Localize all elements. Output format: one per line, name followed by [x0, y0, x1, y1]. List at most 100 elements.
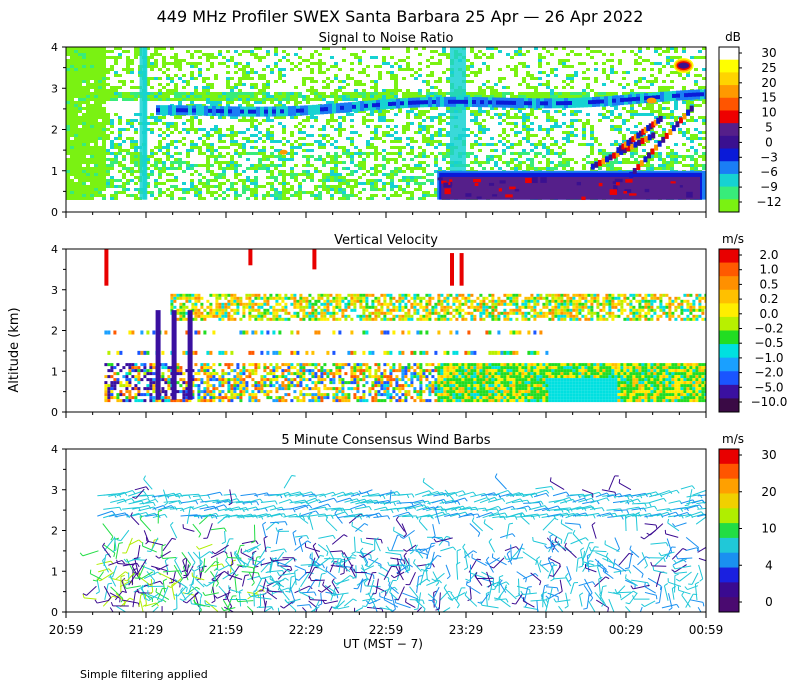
- snr-cell: [98, 140, 102, 143]
- snr-cell: [214, 122, 218, 125]
- snr-cell: [274, 119, 278, 122]
- snr-cell: [94, 197, 98, 200]
- snr-cell: [474, 116, 478, 119]
- snr-cell: [354, 152, 358, 155]
- snr-cell: [82, 62, 86, 65]
- snr-cell: [330, 149, 334, 152]
- snr-cell: [130, 134, 134, 137]
- snr-cell: [506, 86, 510, 89]
- snr-cell: [262, 77, 266, 80]
- snr-cell: [210, 116, 214, 119]
- snr-cell: [266, 140, 270, 143]
- snr-cell: [446, 80, 450, 83]
- snr-cell: [510, 137, 514, 140]
- snr-cell: [374, 155, 378, 158]
- snr-cell: [306, 182, 310, 185]
- snr-cell: [318, 191, 322, 194]
- snr-cell: [526, 164, 530, 167]
- snr-cell: [410, 125, 414, 128]
- snr-cell: [314, 95, 318, 98]
- snr-cell: [422, 167, 426, 170]
- snr-cell: [286, 101, 290, 104]
- snr-cell: [150, 137, 154, 140]
- snr-cell: [334, 146, 338, 149]
- snr-cell: [70, 149, 74, 152]
- snr-cell: [470, 158, 474, 161]
- snr-cell: [346, 122, 350, 125]
- snr-cell: [126, 116, 130, 119]
- snr-cell: [106, 95, 110, 98]
- snr-cell: [394, 128, 398, 131]
- snr-cell: [150, 116, 154, 119]
- snr-cell: [346, 128, 350, 131]
- snr-cell: [266, 104, 270, 107]
- snr-cell: [382, 164, 386, 167]
- snr-cell: [202, 164, 206, 167]
- snr-cell: [146, 167, 150, 170]
- snr-cell: [122, 164, 126, 167]
- snr-cell: [126, 68, 130, 71]
- snr-cell: [506, 95, 510, 98]
- snr-cell: [246, 140, 250, 143]
- snr-cell: [234, 194, 238, 197]
- snr-cell: [530, 86, 534, 89]
- snr-cell: [302, 131, 306, 134]
- snr-cell: [226, 86, 230, 89]
- snr-cell: [338, 194, 342, 197]
- snr-cell: [418, 155, 422, 158]
- snr-cell: [386, 89, 390, 92]
- snr-cell: [266, 95, 270, 98]
- snr-cell: [494, 116, 498, 119]
- snr-cell: [334, 149, 338, 152]
- snr-cell: [426, 110, 430, 113]
- snr-cell: [238, 137, 242, 140]
- snr-cell: [194, 86, 198, 89]
- snr-cell: [538, 128, 542, 131]
- snr-cell: [526, 122, 530, 125]
- snr-cell: [434, 185, 438, 188]
- snr-cell: [526, 116, 530, 119]
- snr-cell: [114, 119, 118, 122]
- snr-cell: [86, 89, 90, 92]
- snr-cell: [158, 68, 162, 71]
- snr-cell: [386, 188, 390, 191]
- snr-cell: [314, 137, 318, 140]
- snr-cell: [430, 140, 434, 143]
- snr-cell: [266, 185, 270, 188]
- snr-cell: [170, 149, 174, 152]
- snr-cell: [438, 161, 442, 164]
- snr-cell: [186, 176, 190, 179]
- snr-cell: [530, 161, 534, 164]
- snr-cell: [162, 161, 166, 164]
- snr-cell: [94, 149, 98, 152]
- snr-cell: [174, 194, 178, 197]
- snr-cell: [254, 173, 258, 176]
- snr-cell: [90, 134, 94, 137]
- snr-cell: [158, 182, 162, 185]
- snr-cell: [470, 47, 474, 50]
- snr-cell: [98, 131, 102, 134]
- snr-cell: [210, 146, 214, 149]
- snr-cell: [94, 143, 98, 146]
- snr-cell: [178, 128, 182, 131]
- snr-cell: [326, 173, 330, 176]
- snr-cell: [274, 137, 278, 140]
- snr-cell: [370, 134, 374, 137]
- snr-cell: [74, 167, 78, 170]
- snr-cell: [270, 173, 274, 176]
- snr-cell: [362, 125, 366, 128]
- snr-cell: [422, 119, 426, 122]
- snr-cell: [322, 137, 326, 140]
- snr-cell: [474, 134, 478, 137]
- snr-cell: [194, 137, 198, 140]
- snr-cell: [310, 140, 314, 143]
- snr-cell: [518, 125, 522, 128]
- snr-cell: [298, 188, 302, 191]
- snr-cell: [278, 194, 282, 197]
- snr-cell: [90, 77, 94, 80]
- snr-cell: [218, 101, 222, 104]
- snr-cell: [514, 68, 518, 71]
- snr-cell: [446, 56, 450, 59]
- snr-cell: [102, 122, 106, 125]
- snr-cell: [82, 134, 86, 137]
